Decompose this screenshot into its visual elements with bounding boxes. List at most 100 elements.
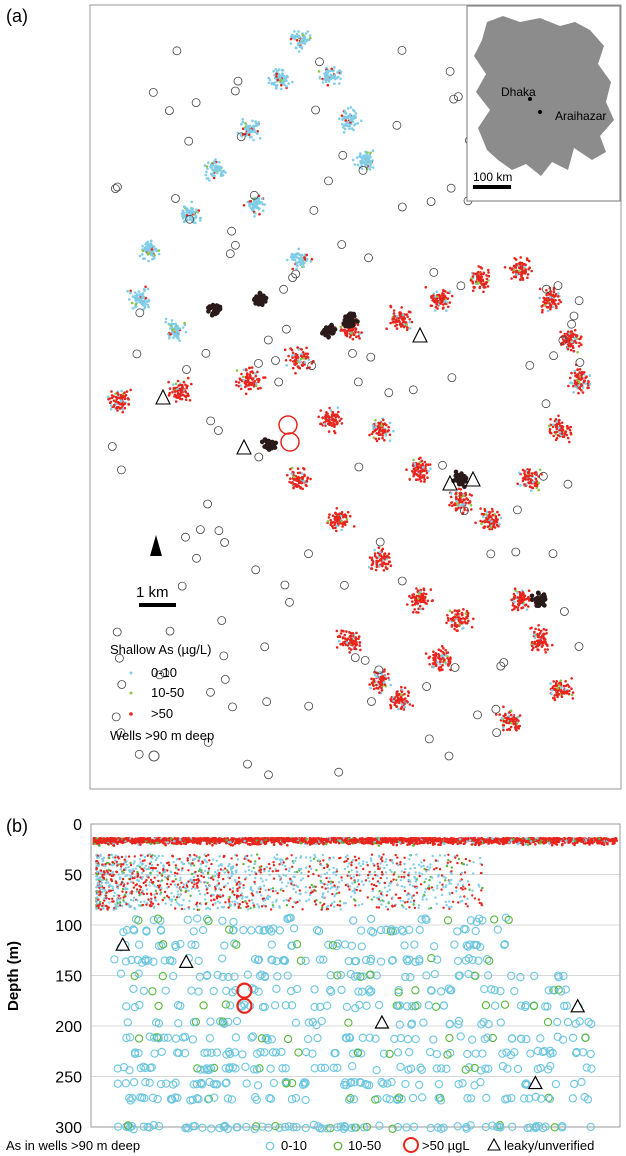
map-deep-well [309, 205, 319, 215]
map-well-dot [375, 439, 379, 443]
map-well-dot [438, 662, 442, 666]
map-well-dot [548, 302, 551, 305]
map-well-dot [574, 337, 577, 341]
map-well-dot [348, 113, 352, 116]
map-well-dot [479, 519, 482, 523]
map-well-dot [381, 547, 385, 551]
map-well-dot [370, 567, 373, 570]
map-well-dot [411, 600, 414, 603]
map-well-dot [545, 299, 548, 302]
map-well-dot [338, 117, 341, 120]
map-well-dot [244, 122, 247, 125]
map-well-dot [389, 683, 393, 687]
map-well-dot [376, 687, 380, 690]
map-well-dot [416, 601, 420, 605]
map-well-dot [388, 678, 391, 682]
map-well-dot [561, 428, 565, 432]
map-well-dot [249, 370, 252, 374]
map-well-dot [364, 155, 368, 158]
map-well-dot [449, 492, 453, 495]
map-well-dot [377, 546, 381, 549]
map-well-dot [246, 200, 249, 204]
map-deep-well [155, 670, 165, 680]
map-well-dot [557, 426, 561, 430]
map-well-dot [378, 691, 381, 694]
map-well-dot [204, 173, 208, 177]
map-well-dot [142, 303, 145, 307]
map-well-dot [462, 617, 465, 620]
map-deep-well [539, 471, 548, 481]
map-well-dot [310, 257, 314, 261]
map-well-dot [241, 120, 245, 124]
map-well-dot [411, 464, 415, 468]
map-well-dot [333, 521, 337, 525]
map-deep-well [262, 697, 272, 707]
map-well-dot [131, 301, 134, 305]
map-cluster-dot [261, 295, 266, 301]
map-deep-well [132, 349, 142, 359]
map-well-dot [477, 279, 481, 282]
map-well-dot [270, 81, 274, 85]
map-well-dot [222, 169, 225, 173]
map-well-dot [358, 332, 361, 336]
map-well-dot [502, 728, 505, 732]
map-well-dot [574, 333, 577, 337]
map-well-dot [444, 290, 447, 293]
map-well-dot [373, 548, 376, 552]
map-well-dot [531, 648, 534, 652]
map-well-dot [454, 492, 458, 496]
map-well-dot [239, 387, 243, 391]
map-well-dot [479, 507, 482, 510]
map-well-dot [413, 608, 417, 611]
map-well-dot [516, 591, 519, 594]
map-well-dot [244, 368, 248, 371]
map-deep-well [230, 86, 240, 96]
map-well-dot [571, 697, 575, 700]
map-well-dot [388, 439, 392, 443]
map-well-dot [429, 588, 433, 591]
map-well-dot [510, 277, 513, 280]
legend-deep-well-icon [148, 750, 160, 762]
map-cluster-dot [214, 307, 220, 313]
map-well-dot [528, 266, 531, 270]
map-well-dot [482, 272, 485, 276]
map-well-dot [355, 156, 359, 159]
map-well-dot [430, 296, 433, 299]
map-deep-well [217, 616, 227, 625]
map-deep-well [360, 656, 370, 665]
map-well-dot [529, 489, 533, 492]
map-well-dot [293, 36, 297, 39]
map-well-dot [123, 406, 127, 410]
map-well-dot [168, 393, 171, 396]
map-well-dot [496, 510, 499, 514]
map-well-dot [285, 85, 288, 88]
map-well-dot [348, 514, 352, 518]
map-legend: Shallow As (µg/L) 0-10 10-50 >50 Wells >… [110, 642, 214, 762]
map-well-dot [423, 478, 427, 481]
map-well-dot [334, 77, 337, 81]
map-well-dot [219, 166, 222, 169]
map-well-dot [477, 281, 481, 285]
map-well-dot [575, 373, 578, 377]
map-well-dot [408, 327, 412, 330]
map-well-dot [472, 272, 476, 275]
map-well-dot [442, 303, 445, 306]
map-well-dot [147, 298, 151, 302]
map-well-dot [537, 628, 541, 631]
map-well-dot [343, 520, 347, 524]
map-well-dot [549, 682, 552, 685]
map-well-dot [454, 615, 457, 619]
y-tick-label: 50 [64, 868, 82, 885]
map-well-dot [107, 398, 110, 401]
map-well-dot [433, 309, 437, 312]
map-well-dot [253, 215, 256, 218]
map-well-dot [181, 217, 185, 220]
map-well-dot [584, 382, 587, 385]
map-well-dot [377, 680, 380, 684]
map-well-dot [495, 523, 499, 527]
map-well-dot [178, 339, 181, 343]
map-well-dot [157, 252, 161, 256]
map-well-dot [485, 518, 488, 521]
map-well-dot [355, 643, 359, 646]
map-well-dot [371, 166, 375, 169]
